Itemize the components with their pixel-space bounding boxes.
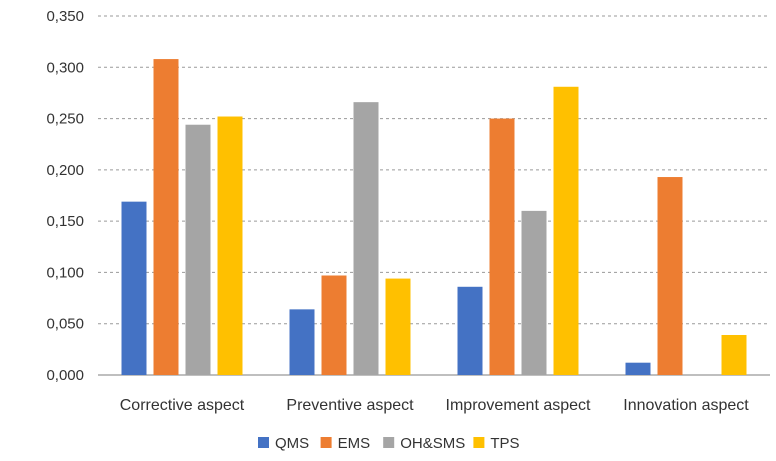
bar-qms-1 [121,201,147,375]
y-tick-label: 0,200 [46,162,84,179]
bar-tps-2 [385,278,411,375]
legend-item-ems: EMS [320,435,371,452]
legend-label: QMS [275,435,309,452]
y-tick-labels: 0,000 0,050 0,100 0,150 0,200 0,250 0,300 0,350 [46,8,84,384]
bar-ems-2 [321,275,347,375]
bar-qms-3 [457,286,483,375]
x-tick-label: Preventive aspect [286,397,414,414]
y-tick-label: 0,300 [46,59,84,76]
legend-swatch [320,437,332,448]
legend: QMS EMS OH&SMS TPS [258,435,520,452]
bar-ems-4 [657,177,683,375]
bar-tps-1 [217,116,243,376]
bar-qms-4 [625,362,651,375]
bar-tps-3 [553,86,579,375]
x-tick-label: Innovation aspect [623,397,749,414]
bar-ems-1 [153,59,179,376]
legend-swatch [383,437,395,448]
y-tick-label: 0,050 [46,316,84,333]
legend-item-oh-sms: OH&SMS [383,435,465,452]
legend-swatch [473,437,485,448]
legend-label: OH&SMS [400,435,465,452]
bar-oh-sms-3 [521,210,547,375]
y-tick-label: 0,150 [46,213,84,230]
bar-tps-4 [721,334,747,375]
legend-item-tps: TPS [473,435,520,452]
bar-oh-sms-2 [353,102,379,375]
bar-oh-sms-1 [185,124,211,376]
bar-ems-3 [489,118,515,376]
legend-swatch [258,437,269,448]
y-tick-label: 0,250 [46,111,84,128]
bars [121,59,747,376]
bar-qms-2 [289,309,315,375]
y-tick-label: 0,350 [46,8,84,25]
legend-label: EMS [338,435,371,452]
x-tick-label: Corrective aspect [120,397,245,414]
x-tick-label: Improvement aspect [446,397,592,414]
x-tick-labels: Corrective aspect Preventive aspect Improv… [120,397,750,414]
legend-item-qms: QMS [258,435,309,452]
y-tick-label: 0,000 [46,367,84,384]
legend-label: TPS [490,435,519,452]
y-tick-label: 0,100 [46,264,84,281]
